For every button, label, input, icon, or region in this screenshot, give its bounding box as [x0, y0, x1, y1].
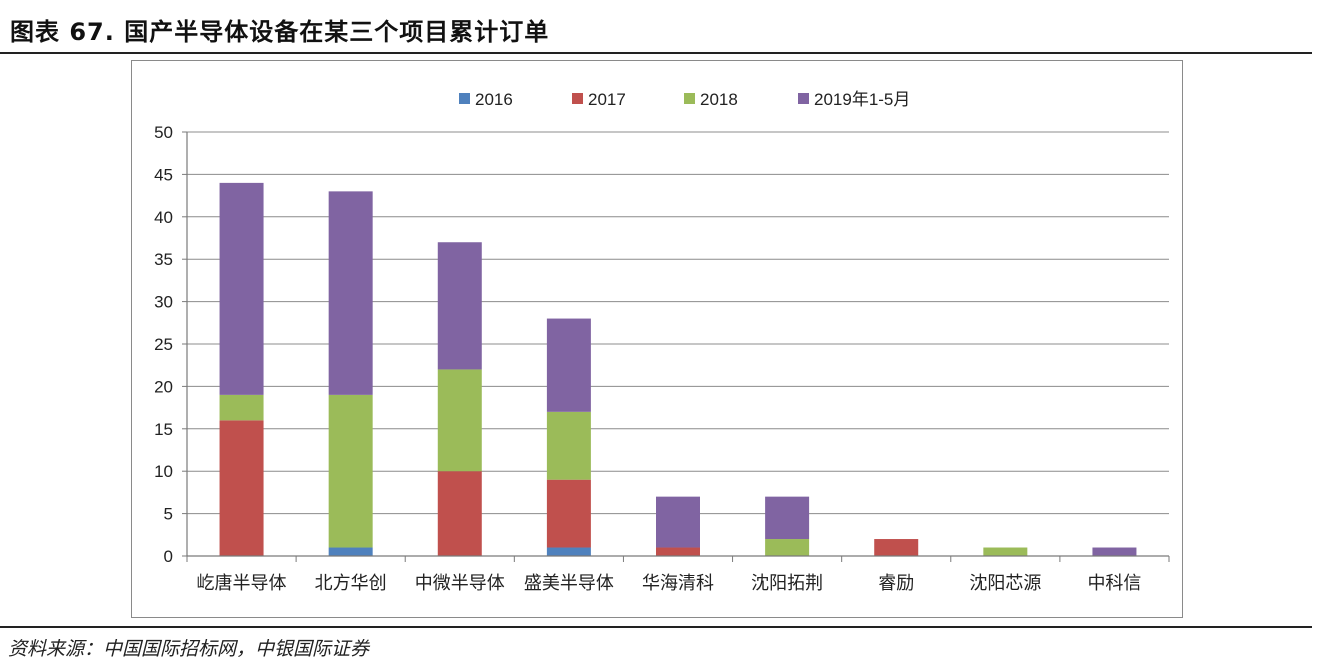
bar-segment — [546, 479, 591, 548]
y-tick-label: 50 — [154, 123, 173, 142]
y-tick-label: 5 — [164, 505, 173, 524]
bar-segment — [546, 411, 591, 480]
legend-swatch — [798, 93, 809, 104]
x-category-label: 盛美半导体 — [524, 573, 614, 594]
bar-segment — [874, 539, 919, 556]
legend-swatch — [459, 93, 470, 104]
x-category-label: 沈阳拓荆 — [751, 573, 823, 594]
legend-label: 2018 — [700, 90, 738, 109]
bar-segment — [219, 394, 264, 421]
y-tick-label: 20 — [154, 377, 173, 396]
bar-segment — [219, 182, 264, 395]
legend-label: 2017 — [588, 90, 626, 109]
bar-segment — [437, 242, 482, 370]
x-axis-labels: 屹唐半导体 北方华创 中微半导体 盛美半导体 华海清科 沈阳拓荆 睿励 沈阳芯源 中科信 — [197, 573, 1142, 594]
top-divider — [0, 52, 1312, 54]
y-tick-label: 40 — [154, 208, 173, 227]
x-category-label: 屹唐半导体 — [197, 573, 287, 594]
y-tick-label: 25 — [154, 335, 173, 354]
legend-label: 2019年1-5月 — [814, 90, 910, 109]
bar-segment — [546, 318, 591, 412]
axes — [182, 131, 1170, 562]
y-tick-label: 10 — [154, 462, 173, 481]
y-axis-ticks: 0 5 10 15 20 25 30 35 40 45 50 — [154, 123, 173, 566]
x-category-label: 中科信 — [1087, 573, 1141, 594]
y-tick-label: 35 — [154, 250, 173, 269]
bar-segment — [546, 547, 591, 556]
chart-frame — [131, 60, 1183, 618]
x-category-label: 睿励 — [878, 573, 914, 594]
legend: 2016 2017 2018 2019年1-5月 — [459, 90, 910, 109]
source-note: 资料来源：中国国际招标网，中银国际证券 — [8, 638, 370, 660]
y-tick-label: 15 — [154, 420, 173, 439]
page-title: 图表 67. 国产半导体设备在某三个项目累计订单 — [10, 18, 550, 46]
bar-segment — [765, 539, 810, 556]
bar-segment — [656, 496, 700, 548]
bar-segment — [765, 496, 810, 540]
y-tick-label: 0 — [164, 547, 173, 566]
x-category-label: 华海清科 — [642, 573, 714, 594]
bar-segment — [328, 191, 373, 395]
bar-segment — [656, 547, 700, 556]
legend-swatch — [684, 93, 695, 104]
x-category-label: 中微半导体 — [415, 573, 505, 594]
bar-segment — [1092, 547, 1137, 556]
y-tick-label: 30 — [154, 293, 173, 312]
bar-segment — [219, 420, 264, 556]
bar-segment — [328, 547, 373, 556]
bar-segment — [983, 547, 1028, 556]
legend-label: 2016 — [475, 90, 513, 109]
bar-segment — [437, 369, 482, 472]
x-category-label: 北方华创 — [315, 573, 387, 594]
bar-segment — [328, 394, 373, 548]
bar-segment — [437, 471, 482, 556]
bottom-divider — [0, 626, 1312, 628]
y-tick-label: 45 — [154, 165, 173, 184]
legend-swatch — [572, 93, 583, 104]
bars — [219, 182, 1137, 556]
x-category-label: 沈阳芯源 — [969, 573, 1041, 594]
